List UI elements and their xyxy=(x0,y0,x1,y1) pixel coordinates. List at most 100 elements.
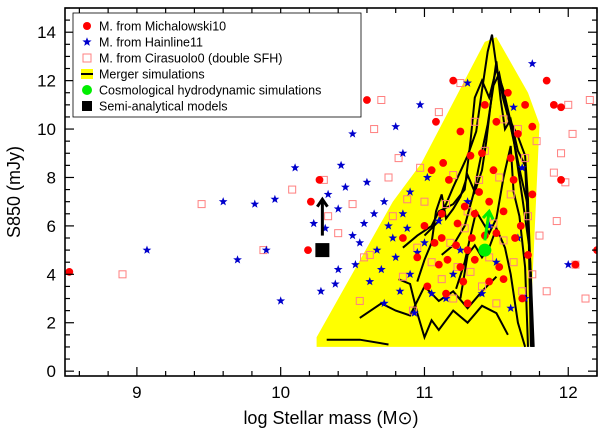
hainline-point-14 xyxy=(330,279,340,288)
michalowski-point-44 xyxy=(499,275,508,284)
cirasuolo-point-31 xyxy=(456,79,465,88)
michalowski-point-8 xyxy=(420,221,429,230)
hainline-point-55 xyxy=(492,257,501,266)
michalowski-point-41 xyxy=(492,229,501,238)
legend-entry-1: M. from Michalowski10 xyxy=(83,20,226,34)
legend-entry-5: Cosmological hydrodynamic simulations xyxy=(82,84,321,98)
y-tick-label: 4 xyxy=(47,265,56,284)
legend-entry-4: Merger simulations xyxy=(81,68,205,82)
michalowski-point-3 xyxy=(306,197,315,206)
michalowski-point-49 xyxy=(514,129,522,138)
y-tick-label: 8 xyxy=(47,168,56,187)
hainline-point-5 xyxy=(261,245,271,254)
cirasuolo-point-12 xyxy=(370,125,379,134)
hainline-point-29 xyxy=(379,197,389,206)
michalowski-point-58 xyxy=(557,175,565,184)
cirasuolo-point-28 xyxy=(449,171,458,180)
cirasuolo-point-43 xyxy=(499,236,508,245)
hainline-point-52 xyxy=(463,78,472,87)
legend-marker-green-circle xyxy=(82,85,92,95)
michalowski-point-18 xyxy=(443,255,452,264)
michalowski-point-30 xyxy=(468,234,476,242)
legend-entry-2: M. from Hainline11 xyxy=(82,36,203,50)
cirasuolo-point-7 xyxy=(334,229,343,238)
michalowski-point-39 xyxy=(489,166,498,175)
hainline-point-35 xyxy=(395,286,405,295)
x-tick-label: 11 xyxy=(416,383,434,402)
michalowski-point-48 xyxy=(511,234,519,242)
cirasuolo-point-9 xyxy=(355,296,364,305)
hainline-point-56 xyxy=(506,303,516,312)
cirasuolo-point-49 xyxy=(521,154,530,163)
x-tick-label: 12 xyxy=(559,383,578,402)
legend-entry-3: M. from Cirasuolo0 (double SFH) xyxy=(82,52,282,66)
cirasuolo-point-15 xyxy=(388,212,397,221)
plot-frame xyxy=(64,7,598,377)
hainline-point-45 xyxy=(423,172,432,182)
merger-track-4 xyxy=(402,64,532,347)
michalowski-point-59 xyxy=(557,103,565,112)
cosmological-point xyxy=(478,243,492,257)
michalowski-point-22 xyxy=(453,219,462,228)
y-tick-label: 10 xyxy=(37,120,56,139)
y-axis-title: S850 (mJy) xyxy=(4,146,24,238)
hainline-point-43 xyxy=(415,100,425,109)
hainline-point-15 xyxy=(333,204,343,213)
hainline-point-2 xyxy=(218,197,228,206)
cirasuolo-point-54 xyxy=(542,287,551,296)
hainline-point-16 xyxy=(333,264,343,274)
michalowski-point-40 xyxy=(492,117,501,126)
hainline-point-17 xyxy=(336,160,346,170)
hainline-point-13 xyxy=(323,189,333,199)
michalowski-point-21 xyxy=(452,241,460,250)
michalowski-point-43 xyxy=(499,207,508,216)
hainline-point-19 xyxy=(348,129,357,138)
cirasuolo-point-46 xyxy=(509,258,518,267)
hainline-point-4 xyxy=(250,199,260,208)
michalowski-point-46 xyxy=(506,154,515,163)
legend: M. from Michalowski10 M. from Hainline11 M… xyxy=(72,12,362,118)
legend-entry-6: Semi-analytical models xyxy=(82,100,228,114)
michalowski-point-10 xyxy=(427,166,436,175)
michalowski-point-60 xyxy=(571,260,580,269)
cirasuolo-point-25 xyxy=(437,275,446,284)
y-tick-label: 0 xyxy=(47,362,56,381)
michalowski-point-42 xyxy=(495,263,504,271)
y-tick-label: 6 xyxy=(47,217,56,236)
michalowski-point-17 xyxy=(442,289,450,298)
hainline-point-3 xyxy=(233,255,242,264)
hainline-point-10 xyxy=(309,218,319,228)
michalowski-point-54 xyxy=(528,190,537,199)
legend-label: M. from Hainline11 xyxy=(99,36,203,50)
cosmological-arrow-head xyxy=(481,208,495,221)
cirasuolo-point-32 xyxy=(460,224,469,233)
michalowski-point-29 xyxy=(466,151,475,160)
hainline-point-30 xyxy=(379,298,389,308)
merger-track-8 xyxy=(441,70,534,347)
hainline-point-41 xyxy=(410,308,419,317)
cirasuolo-point-13 xyxy=(377,96,386,104)
x-tick-label: 9 xyxy=(132,383,141,402)
cirasuolo-point-10 xyxy=(360,253,369,262)
cirasuolo-point-60 xyxy=(568,129,577,138)
legend-marker-red-circle xyxy=(83,22,91,30)
legend-label: Merger simulations xyxy=(99,68,205,82)
hainline-point-12 xyxy=(320,223,330,232)
michalowski-point-9 xyxy=(423,282,432,291)
legend-marker-pink-square xyxy=(82,53,92,63)
michalowski-point-15 xyxy=(437,209,446,218)
hainline-point-48 xyxy=(441,293,451,303)
hainline-point-44 xyxy=(420,238,429,247)
legend-box xyxy=(72,12,362,118)
hainline-point-11 xyxy=(316,286,326,295)
hainline-point-57 xyxy=(509,102,518,111)
cirasuolo-point-57 xyxy=(557,149,566,158)
michalowski-point-32 xyxy=(470,255,479,264)
merger-track-9 xyxy=(398,278,509,341)
michalowski-point-55 xyxy=(528,122,537,131)
michalowski-point-51 xyxy=(518,294,527,303)
hainline-point-59 xyxy=(517,163,527,172)
x-tick-label: 10 xyxy=(271,383,290,402)
cirasuolo-point-50 xyxy=(523,212,532,221)
